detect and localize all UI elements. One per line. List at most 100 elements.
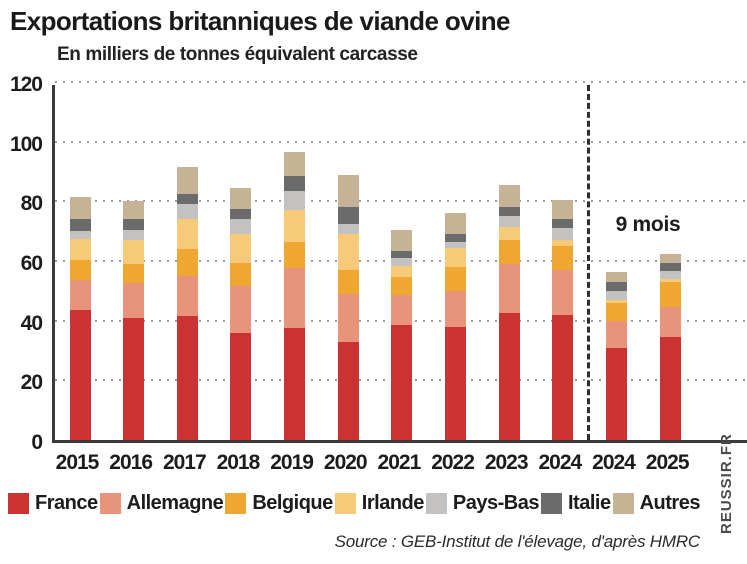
legend-label-pays-bas: Pays-Bas — [452, 492, 540, 514]
bar-segment-france — [176, 316, 198, 440]
bar-segment-france — [391, 325, 413, 440]
x-tick-label-2025-11: 2025 — [645, 451, 690, 474]
bar-segment-irlande — [176, 219, 198, 250]
bar-segment-allemagne — [552, 269, 574, 315]
stacked-bar-2023-8 — [498, 184, 520, 440]
bar-segment-belgique — [445, 266, 467, 291]
legend-swatch-pays-bas — [425, 493, 447, 514]
x-tick-label-2016-1: 2016 — [109, 451, 153, 474]
bar-segment-france — [337, 341, 359, 440]
legend: France Allemagne Belgique Irlande Pays-Bas It… — [8, 492, 700, 515]
bar-segment-france — [552, 314, 574, 440]
bar-segment-autres — [498, 184, 520, 208]
stacked-bar-2024-9 — [552, 199, 574, 440]
legend-item-irlande: Irlande — [334, 492, 425, 515]
bar-segment-autres — [123, 201, 145, 220]
stacked-bar-2017-2 — [176, 167, 198, 440]
bar-segment-pays-bas — [176, 204, 198, 220]
bar-segment-france — [69, 310, 91, 440]
y-tick-label-40: 40 — [20, 311, 43, 335]
x-tick-label-2018-3: 2018 — [216, 451, 261, 474]
bar-segment-autres — [659, 253, 681, 263]
legend-swatch-belgique — [225, 493, 247, 514]
stacked-bar-2021-6 — [391, 229, 413, 440]
x-tick-label-2015-0: 2015 — [55, 451, 100, 474]
bar-segment-belgique — [552, 246, 574, 270]
gridline-120 — [55, 81, 747, 83]
legend-item-autres: Autres — [612, 492, 701, 515]
bar-segment-allemagne — [284, 268, 306, 329]
y-tick-label-60: 60 — [20, 252, 43, 275]
bar-segment-irlande — [69, 238, 91, 260]
bar-segment-allemagne — [176, 275, 198, 317]
bar-segment-autres — [337, 174, 359, 208]
x-tick-label-2022-7: 2022 — [431, 451, 475, 474]
legend-label-autres: Autres — [639, 492, 701, 514]
stacked-bar-2025-11 — [659, 253, 681, 440]
bar-segment-irlande — [659, 278, 681, 282]
bar-segment-autres — [69, 196, 91, 220]
bar-segment-autres — [606, 271, 627, 282]
bar-segment-irlande — [337, 234, 359, 270]
legend-swatch-italie — [541, 493, 562, 514]
legend-item-pays-bas: Pays-Bas — [425, 492, 540, 515]
bar-segment-irlande — [552, 240, 574, 247]
x-tick-label-2024-9: 2024 — [538, 451, 582, 474]
y-tick-label-120: 120 — [9, 73, 43, 96]
bar-segment-italie — [230, 208, 252, 220]
legend-label-france: France — [35, 492, 98, 514]
bar-segment-pays-bas — [498, 216, 520, 227]
x-tick-label-2019-4: 2019 — [270, 451, 314, 474]
bar-segment-autres — [552, 199, 574, 220]
source-credit: Source : GEB-Institut de l'élevage, d'ap… — [334, 532, 701, 551]
legend-item-allemagne: Allemagne — [99, 492, 224, 515]
bar-segment-allemagne — [606, 320, 627, 348]
bar-segment-belgique — [337, 269, 359, 294]
stacked-bar-2022-7 — [445, 213, 467, 440]
legend-swatch-autres — [612, 493, 634, 514]
bar-segment-autres — [445, 213, 467, 235]
x-tick-label-2024-10: 2024 — [592, 451, 636, 474]
bar-segment-pays-bas — [445, 241, 467, 248]
bar-segment-irlande — [606, 299, 627, 303]
bar-segment-allemagne — [337, 293, 359, 342]
x-tick-label-2021-6: 2021 — [377, 451, 422, 474]
stacked-bar-2015-0 — [69, 196, 91, 440]
x-axis: 2015 2016 2017 2018 2019 2020 2021 2022 2023 2024… — [52, 451, 747, 479]
bar-segment-belgique — [498, 240, 520, 264]
y-tick-label-100: 100 — [9, 132, 43, 156]
bar-segment-italie — [337, 207, 359, 224]
bar-segment-belgique — [659, 281, 681, 308]
bar-segment-pays-bas — [659, 271, 681, 279]
legend-item-italie: Italie — [541, 492, 611, 515]
bar-segment-belgique — [69, 259, 91, 281]
bar-segment-france — [445, 326, 467, 440]
legend-swatch-allemagne — [99, 493, 121, 514]
bar-segment-italie — [552, 219, 574, 229]
bar-segment-belgique — [606, 302, 627, 321]
y-tick-label-20: 20 — [20, 371, 43, 395]
legend-swatch-france — [8, 493, 29, 514]
bar-segment-belgique — [391, 277, 413, 296]
bar-segment-irlande — [391, 265, 413, 278]
bar-segment-allemagne — [498, 264, 520, 314]
bar-segment-france — [498, 313, 520, 440]
bar-segment-irlande — [498, 226, 520, 241]
bar-segment-france — [606, 347, 627, 440]
bar-segment-pays-bas — [606, 290, 627, 300]
legend-item-france: France — [8, 492, 98, 515]
bar-segment-pays-bas — [69, 231, 91, 239]
x-tick-label-2023-8: 2023 — [484, 451, 529, 474]
bar-segment-belgique — [123, 264, 145, 284]
y-axis: 0 20 40 60 80 100 120 — [0, 73, 43, 454]
bar-segment-italie — [69, 219, 91, 232]
stacked-bar-2019-4 — [284, 152, 306, 440]
bar-segment-autres — [176, 167, 198, 194]
bar-segment-italie — [123, 219, 145, 230]
bar-segment-pays-bas — [284, 190, 306, 211]
bar-segment-italie — [659, 262, 681, 272]
gridline-100 — [55, 140, 747, 143]
bar-segment-allemagne — [445, 290, 467, 327]
legend-label-irlande: Irlande — [361, 492, 425, 514]
